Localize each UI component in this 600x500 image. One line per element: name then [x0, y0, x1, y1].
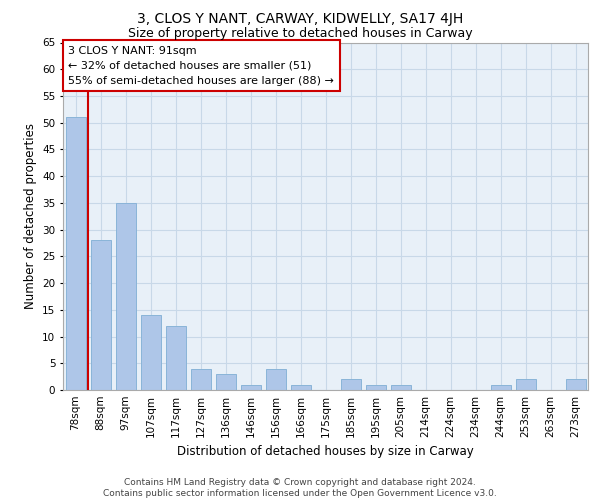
Bar: [191, 368, 211, 390]
Bar: [365, 384, 386, 390]
Bar: [391, 384, 410, 390]
Bar: [91, 240, 110, 390]
Bar: [140, 315, 161, 390]
Bar: [65, 118, 86, 390]
Text: 3 CLOS Y NANT: 91sqm
← 32% of detached houses are smaller (51)
55% of semi-detac: 3 CLOS Y NANT: 91sqm ← 32% of detached h…: [68, 46, 334, 86]
Bar: [166, 326, 185, 390]
Bar: [241, 384, 260, 390]
Bar: [115, 203, 136, 390]
Bar: [265, 368, 286, 390]
Y-axis label: Number of detached properties: Number of detached properties: [23, 123, 37, 309]
Text: Size of property relative to detached houses in Carway: Size of property relative to detached ho…: [128, 28, 472, 40]
Bar: [491, 384, 511, 390]
Bar: [341, 380, 361, 390]
Text: Contains HM Land Registry data © Crown copyright and database right 2024.
Contai: Contains HM Land Registry data © Crown c…: [103, 478, 497, 498]
Bar: [215, 374, 235, 390]
Text: 3, CLOS Y NANT, CARWAY, KIDWELLY, SA17 4JH: 3, CLOS Y NANT, CARWAY, KIDWELLY, SA17 4…: [137, 12, 463, 26]
X-axis label: Distribution of detached houses by size in Carway: Distribution of detached houses by size …: [177, 446, 474, 458]
Bar: [290, 384, 311, 390]
Bar: [515, 380, 536, 390]
Bar: [566, 380, 586, 390]
